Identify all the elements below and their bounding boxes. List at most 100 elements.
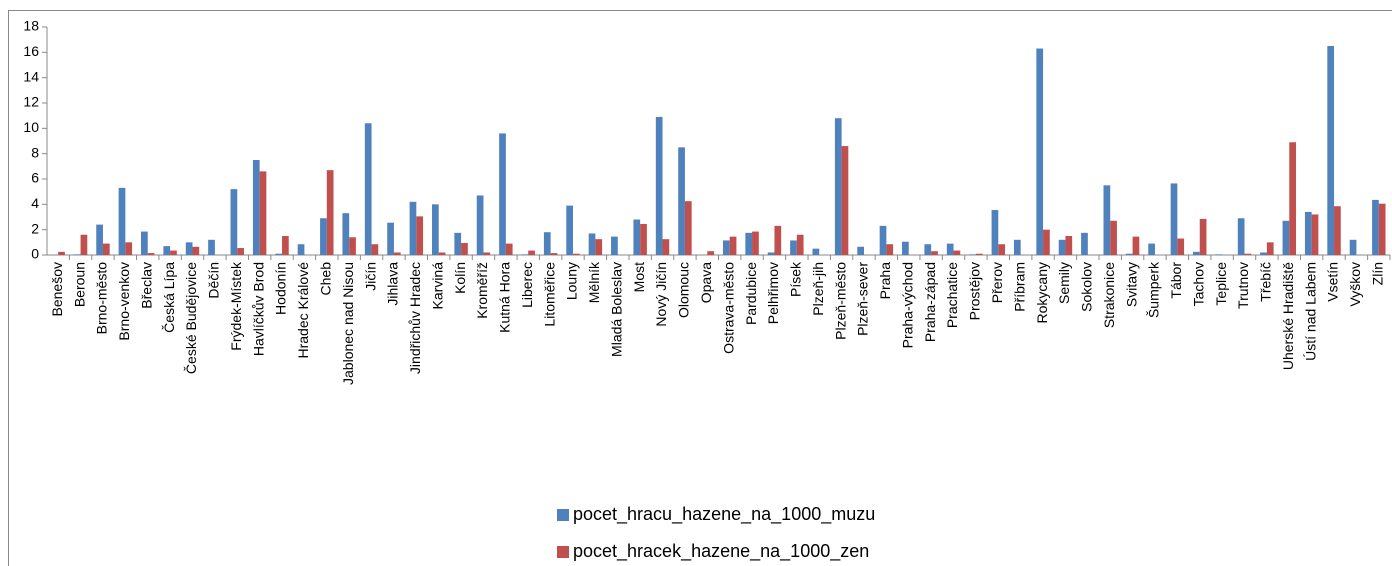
bar: [931, 251, 938, 255]
y-tick-label: 18: [23, 18, 39, 34]
x-tick-label: Jihlava: [385, 262, 401, 306]
bar: [438, 252, 446, 255]
bar: [543, 232, 551, 255]
bar: [841, 146, 849, 255]
bar: [729, 236, 737, 255]
bar: [1110, 220, 1117, 255]
x-tick-label: Most: [631, 262, 647, 292]
x-tick-label: Semily: [1056, 262, 1072, 304]
bar: [342, 213, 350, 255]
x-tick-label: Třebíč: [1258, 262, 1274, 302]
bar: [924, 244, 932, 255]
bar: [237, 248, 244, 255]
x-tick-label: Praha-východ: [899, 262, 915, 348]
x-tick-label: Vsetín: [1325, 262, 1341, 302]
bar: [409, 201, 417, 255]
bar: [662, 239, 670, 255]
bar: [722, 240, 730, 255]
y-tick-label: 10: [23, 119, 39, 135]
x-tick-label: Uherské Hradiště: [1280, 262, 1296, 370]
bar: [252, 160, 260, 255]
x-tick-label: Jindřichův Hradec: [407, 262, 423, 374]
x-tick-label: Opava: [698, 262, 714, 303]
bar: [259, 171, 267, 255]
bar: [1304, 211, 1312, 255]
x-tick-label: Ústí nad Labem: [1302, 262, 1318, 361]
bar: [946, 243, 954, 255]
bar: [1065, 236, 1073, 255]
x-tick-label: Brno-město: [94, 262, 110, 335]
bar: [1132, 236, 1140, 255]
bar: [1349, 239, 1357, 255]
x-tick-label: Havlíčkův Brod: [250, 262, 266, 356]
bar: [275, 253, 283, 255]
x-tick-label: Sokolov: [1079, 262, 1095, 312]
x-tick-label: Kutná Hora: [497, 262, 513, 333]
bar: [1170, 183, 1178, 255]
bar: [1013, 239, 1021, 255]
bar: [752, 231, 759, 255]
bar: [80, 234, 88, 255]
x-tick-label: Beroun: [71, 262, 87, 307]
bar: [953, 250, 961, 255]
x-tick-label: Hradec Králové: [295, 262, 311, 359]
bar: [521, 254, 529, 255]
x-tick-label: Jičín: [362, 262, 378, 291]
y-tick-label: 16: [23, 43, 39, 59]
bar: [118, 187, 126, 255]
bar: [834, 118, 842, 255]
y-tick-label: 8: [31, 144, 39, 160]
x-tick-label: Kolín: [452, 262, 468, 294]
x-tick-label: Hodonín: [273, 262, 289, 315]
bar: [611, 236, 618, 255]
x-tick-label: Písek: [788, 261, 804, 297]
y-tick-label: 14: [23, 68, 39, 84]
bar: [975, 253, 983, 255]
bar: [185, 242, 193, 255]
x-tick-label: Ostrava-město: [720, 262, 736, 354]
legend-label: pocet_hracek_hazene_na_1000_zen: [573, 541, 869, 562]
bar: [1103, 185, 1111, 255]
y-tick-label: 0: [31, 246, 39, 262]
bar: [1244, 253, 1252, 255]
bar: [125, 242, 133, 255]
bar: [371, 244, 379, 255]
bar: [1266, 242, 1274, 255]
x-tick-label: Zlín: [1370, 262, 1386, 285]
bar: [1125, 253, 1133, 255]
x-tick-label: Pelhřimov: [765, 262, 781, 324]
bar: [550, 253, 558, 255]
x-tick-label: Mladá Boleslav: [608, 262, 624, 357]
y-tick-label: 12: [23, 94, 39, 110]
legend-swatch: [557, 509, 569, 521]
x-tick-label: Kroměříž: [474, 262, 490, 319]
x-tick-label: Brno-venkov: [116, 262, 132, 341]
bar: [1237, 218, 1245, 255]
x-tick-label: Příbram: [1011, 262, 1027, 312]
x-tick-label: Plzeň-město: [832, 262, 848, 340]
bar: [1058, 239, 1066, 255]
bar: [969, 254, 976, 255]
x-tick-label: Praha: [877, 262, 893, 300]
x-tick-label: Svitavy: [1123, 262, 1139, 307]
x-tick-label: Prostějov: [967, 262, 983, 320]
chart-frame: [8, 10, 1392, 566]
bar: [102, 243, 110, 255]
x-tick-label: Louny: [564, 262, 580, 300]
x-tick-label: Litoměřice: [541, 262, 557, 327]
bar: [1327, 46, 1335, 255]
bar: [991, 210, 999, 255]
x-tick-label: Tábor: [1168, 262, 1184, 299]
bar: [1372, 199, 1379, 255]
x-tick-label: Olomouc: [676, 262, 692, 318]
bar: [297, 244, 305, 255]
bar: [857, 246, 864, 255]
bar: [796, 234, 804, 255]
bar: [588, 233, 596, 255]
x-tick-label: Strakonice: [1101, 262, 1117, 328]
bar: [566, 205, 574, 255]
bar: [1199, 218, 1207, 255]
bar: [393, 252, 401, 255]
bar: [476, 195, 484, 255]
x-tick-label: Trutnov: [1235, 262, 1251, 309]
